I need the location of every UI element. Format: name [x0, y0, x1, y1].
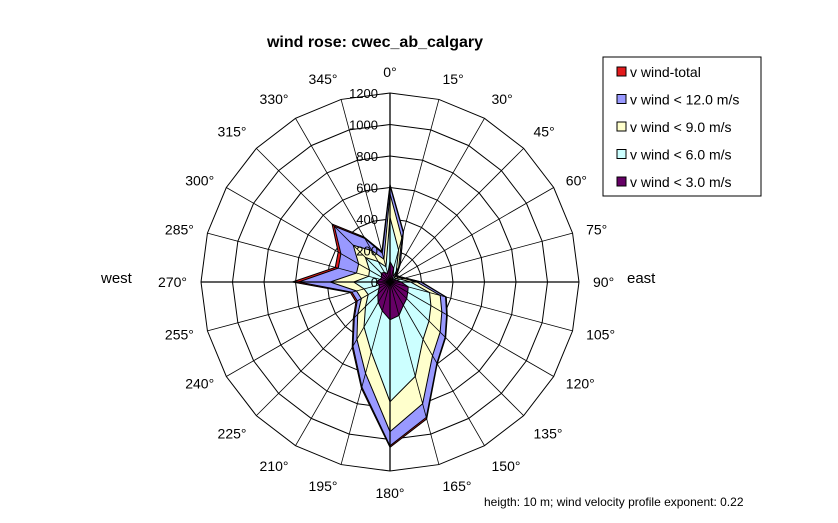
- grid-spoke: [340, 99, 391, 283]
- angle-label: 195°: [309, 478, 338, 494]
- legend-swatch: [616, 176, 627, 187]
- legend-swatch: [616, 66, 627, 77]
- angle-label: 90°: [593, 274, 614, 290]
- grid-spoke: [226, 187, 391, 283]
- legend-label: v wind < 3.0 m/s: [630, 174, 732, 190]
- chart-title: wind rose: cwec_ab_calgary: [266, 34, 483, 51]
- angle-label: 45°: [534, 124, 555, 140]
- footnote: heigth: 10 m; wind velocity profile expo…: [484, 495, 744, 509]
- angle-label: 15°: [443, 71, 464, 87]
- angle-label: 135°: [534, 426, 563, 442]
- grid-spoke: [340, 281, 391, 465]
- legend-label: v wind-total: [630, 64, 701, 80]
- angle-label: 300°: [185, 173, 214, 189]
- legend-label: v wind < 6.0 m/s: [630, 147, 732, 163]
- legend-box: [602, 56, 762, 197]
- grid-spoke: [295, 281, 391, 446]
- angle-label: 285°: [165, 222, 194, 238]
- radial-tick-label: 200: [356, 244, 378, 259]
- angle-label: 60°: [566, 173, 587, 189]
- grid-spoke: [256, 148, 391, 283]
- radial-tick-label: 400: [356, 212, 378, 227]
- radial-tick-label: 0: [371, 275, 378, 290]
- grid-spoke: [389, 281, 554, 377]
- angle-label: 120°: [566, 376, 595, 392]
- angle-label: 345°: [309, 71, 338, 87]
- angle-label: 180°: [376, 485, 405, 501]
- angle-label: 0°: [383, 64, 396, 80]
- angle-label: 165°: [443, 478, 472, 494]
- radial-tick-label: 600: [356, 181, 378, 196]
- grid-spoke: [389, 99, 440, 283]
- angle-label: 315°: [218, 124, 247, 140]
- grid-spoke: [389, 187, 554, 283]
- legend-swatch: [616, 149, 627, 159]
- radial-tick-label: 1200: [349, 86, 378, 101]
- legend: v wind-total v wind < 12.0 m/s v wind < 9.…: [602, 56, 762, 197]
- angle-labels: 0° 15° 30° 45° 60° 75° 90° 105° 120° 135° 150° 165°…: [158, 64, 615, 501]
- grid-spoke: [389, 281, 440, 465]
- legend-swatch: [616, 121, 627, 132]
- angle-label: 105°: [586, 327, 615, 343]
- polar-spokes: [201, 93, 579, 471]
- angle-label: 75°: [586, 222, 607, 238]
- angle-label: 330°: [260, 91, 289, 107]
- angle-label: 30°: [492, 91, 513, 107]
- angle-label: 255°: [165, 327, 194, 343]
- angle-label: 225°: [218, 426, 247, 442]
- angle-label: 210°: [260, 458, 289, 474]
- grid-spoke: [389, 281, 573, 332]
- angle-label: 150°: [492, 458, 521, 474]
- legend-swatch: [616, 94, 627, 104]
- radial-tick-label: 1000: [349, 118, 378, 133]
- grid-spoke: [226, 281, 391, 377]
- east-label: east: [627, 270, 656, 287]
- grid-spoke: [256, 281, 391, 416]
- grid-spoke: [295, 118, 391, 283]
- grid-spoke: [389, 281, 524, 416]
- grid-spoke: [389, 118, 485, 283]
- grid-spoke: [389, 148, 524, 283]
- radial-tick-label: 800: [356, 149, 378, 164]
- grid-spoke: [389, 281, 485, 446]
- legend-label: v wind < 12.0 m/s: [630, 92, 739, 108]
- angle-label: 240°: [185, 376, 214, 392]
- legend-label: v wind < 9.0 m/s: [630, 119, 732, 135]
- west-label: west: [100, 270, 133, 287]
- radial-labels: 0 200 400 600 800 1000 1200: [349, 86, 378, 290]
- grid-spoke: [207, 232, 391, 283]
- angle-label: 270°: [158, 274, 187, 290]
- grid-spoke: [389, 232, 573, 283]
- grid-spoke: [207, 281, 391, 332]
